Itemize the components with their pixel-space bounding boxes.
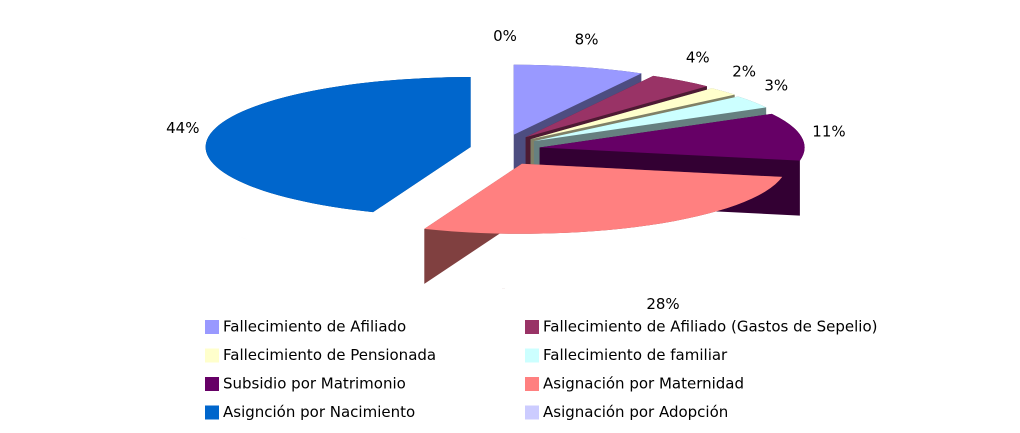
legend-label: Fallecimiento de Afiliado (Gastos de Sep… [543, 318, 878, 336]
slice [533, 96, 767, 142]
data-label: 8% [575, 30, 599, 48]
data-label: 28% [646, 295, 679, 313]
slice [513, 64, 642, 135]
legend-swatch [205, 320, 219, 334]
legend-label: Asignción por Nacimiento [223, 403, 415, 421]
legend-label: Subsidio por Matrimonio [223, 375, 406, 393]
legend-swatch [525, 348, 539, 363]
data-label: 11% [812, 123, 845, 141]
slice [525, 75, 707, 138]
legend-swatch [525, 377, 539, 391]
slice [530, 88, 735, 140]
data-label: 0% [493, 27, 517, 45]
data-label: 44% [166, 119, 199, 137]
legend-label: Fallecimiento de Afiliado [223, 318, 406, 336]
legend-swatch [205, 405, 219, 420]
legend-swatch [205, 377, 219, 391]
legend-swatch [525, 405, 539, 420]
slice [424, 163, 783, 234]
legend-swatch [205, 348, 219, 363]
legend-label: Asignación por Adopción [543, 403, 728, 421]
data-label: 2% [732, 63, 756, 81]
legend-label: Fallecimiento de Pensionada [223, 346, 436, 364]
slice [205, 77, 471, 213]
slice [539, 113, 805, 161]
data-label: 4% [686, 48, 710, 66]
legend-label: Fallecimiento de familiar [543, 346, 728, 364]
legend-swatch [525, 320, 539, 334]
data-label: 3% [764, 77, 788, 95]
legend-label: Asignación por Maternidad [543, 375, 744, 393]
